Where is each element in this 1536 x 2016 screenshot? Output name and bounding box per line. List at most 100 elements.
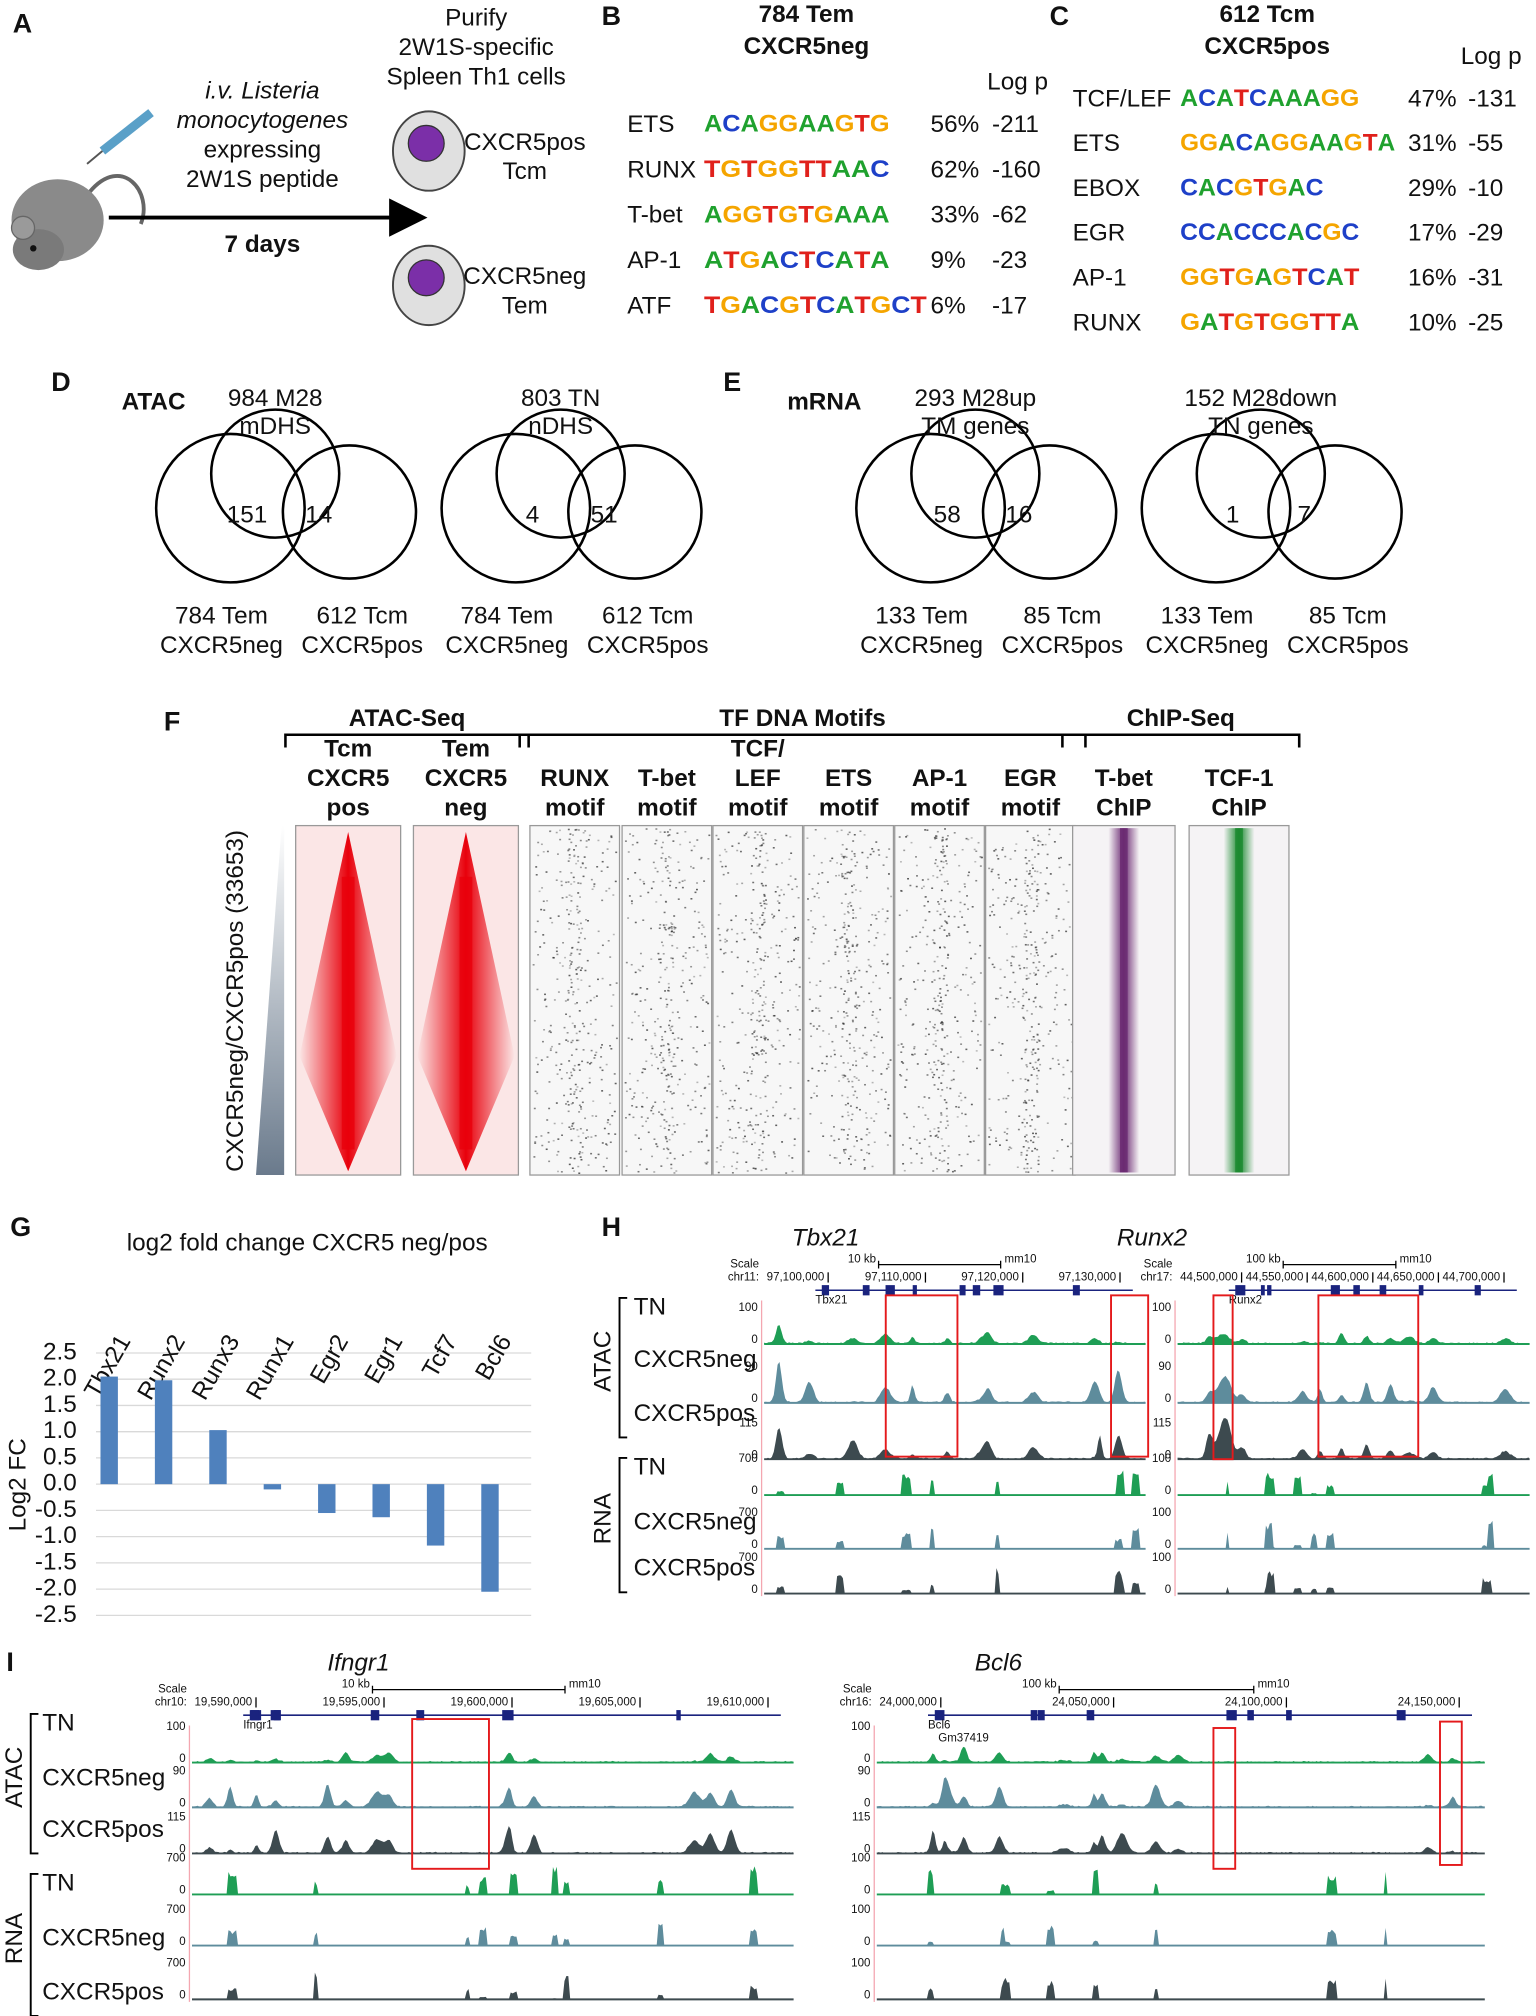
heatmap-dot <box>1025 1064 1028 1066</box>
heatmap-dot <box>666 869 669 872</box>
heatmap-dot <box>932 1007 935 1010</box>
heatmap-dot <box>828 1033 831 1035</box>
heatmap-dot <box>798 966 801 969</box>
track-max: 700 <box>739 1507 758 1519</box>
heatmap-dot <box>847 947 850 949</box>
heatmap-dot <box>999 1054 1002 1057</box>
heatmap-dot <box>991 868 993 871</box>
heatmap-dot <box>844 951 847 953</box>
heatmap-dot <box>999 968 1002 971</box>
heatmap-dot <box>956 1116 959 1118</box>
heatmap-dot <box>1023 967 1026 969</box>
heatmap-dot <box>1052 1157 1055 1160</box>
heatmap-dot <box>912 1125 915 1128</box>
heatmap-dot <box>943 1036 946 1039</box>
heatmap-dot <box>719 902 722 905</box>
heatmap-dot <box>976 1067 978 1070</box>
heatmap-dot <box>1026 1122 1028 1124</box>
heatmap-dot <box>859 907 862 910</box>
heatmap-dot <box>905 1079 908 1081</box>
heatmap-dot <box>958 890 961 893</box>
heatmap-dot <box>624 1081 627 1084</box>
track-max: 700 <box>166 1904 185 1916</box>
heatmap-dot <box>549 1024 552 1027</box>
heatmap-dot <box>947 1157 950 1159</box>
heatmap-dot <box>854 1006 857 1008</box>
heatmap-dot <box>965 1125 968 1127</box>
heatmap-dot <box>757 1053 760 1056</box>
heatmap-dot <box>843 946 846 949</box>
heatmap-dot <box>566 1032 569 1034</box>
heatmap-dot <box>774 975 777 978</box>
heatmap-dot <box>1029 972 1032 975</box>
scale-label: Scale <box>730 1259 759 1271</box>
heatmap-dot <box>721 1065 724 1067</box>
track-zero: 0 <box>179 1753 185 1765</box>
heatmap-dot <box>818 1010 821 1012</box>
heatmap-dot <box>591 888 594 891</box>
heatmap-dot <box>661 1035 664 1038</box>
motif-logo: GGACAGGAAGTA <box>1180 130 1395 157</box>
heatmap-dot <box>744 1135 746 1138</box>
heatmap-dot <box>659 894 662 896</box>
heatmap-dot <box>871 1165 874 1168</box>
cell-label: Tem <box>502 293 548 320</box>
heatmap-dot <box>1014 981 1017 984</box>
heatmap-dot <box>856 861 859 864</box>
heatmap-dot <box>1057 908 1060 910</box>
heatmap-dot <box>886 963 889 966</box>
heatmap-dot <box>1026 1141 1029 1143</box>
heatmap-dot <box>668 1085 671 1087</box>
heatmap-dot <box>759 995 762 997</box>
heatmap-dot <box>1033 880 1036 883</box>
panel-title: CXCR5neg <box>744 33 870 60</box>
heatmap-dot <box>700 996 703 999</box>
heatmap-dot <box>1041 843 1044 846</box>
heatmap-dot <box>830 1017 833 1019</box>
heatmap-dot <box>627 1037 630 1039</box>
exon <box>1379 1285 1387 1296</box>
heatmap-dot <box>556 1154 559 1156</box>
heatmap-dot <box>580 1158 583 1161</box>
coordinate: 97,130,000 <box>1059 1271 1117 1283</box>
heatmap-dot <box>680 985 683 988</box>
heatmap-dot <box>837 1138 840 1140</box>
heatmap-dot <box>583 937 586 940</box>
heatmap-dot <box>1036 1067 1038 1070</box>
heatmap-dot <box>1011 946 1014 948</box>
heatmap-dot <box>847 997 850 1000</box>
heatmap-dot <box>726 928 729 931</box>
venn-circle <box>981 444 1118 580</box>
heatmap-dot <box>758 1149 761 1151</box>
heatmap-dot <box>887 888 890 890</box>
heatmap-dot <box>793 1108 796 1110</box>
heatmap-dot <box>689 1108 692 1111</box>
heatmap-dot <box>578 1010 581 1012</box>
heatmap-dot <box>608 840 611 843</box>
heatmap-dot <box>846 955 849 958</box>
heatmap-dot <box>560 880 563 883</box>
heatmap-dot <box>578 928 581 930</box>
heatmap-dot <box>931 887 934 890</box>
heatmap-dot <box>937 1009 940 1012</box>
heatmap-dot <box>669 857 672 859</box>
heatmap-dot <box>811 888 814 890</box>
heatmap-dot <box>853 1005 856 1007</box>
heatmap-dot <box>851 891 854 894</box>
heatmap-dot <box>1011 1001 1014 1004</box>
heatmap-dot <box>935 835 938 837</box>
heatmap-dot <box>868 992 871 995</box>
heatmap-dot <box>707 858 710 860</box>
heatmap-dot <box>661 1038 664 1041</box>
heatmap-dot <box>778 902 781 904</box>
track-zero: 0 <box>751 1584 757 1596</box>
heatmap-dot <box>915 1152 918 1155</box>
heatmap-dot <box>590 1136 593 1138</box>
heatmap-dot <box>650 1008 653 1010</box>
heatmap-dot <box>581 862 584 864</box>
heatmap-dot <box>1049 1067 1052 1070</box>
heatmap-dot <box>1030 1026 1033 1028</box>
heatmap-dot <box>1030 897 1033 899</box>
heatmap-dot <box>940 1047 943 1050</box>
heatmap-dot <box>882 962 885 965</box>
